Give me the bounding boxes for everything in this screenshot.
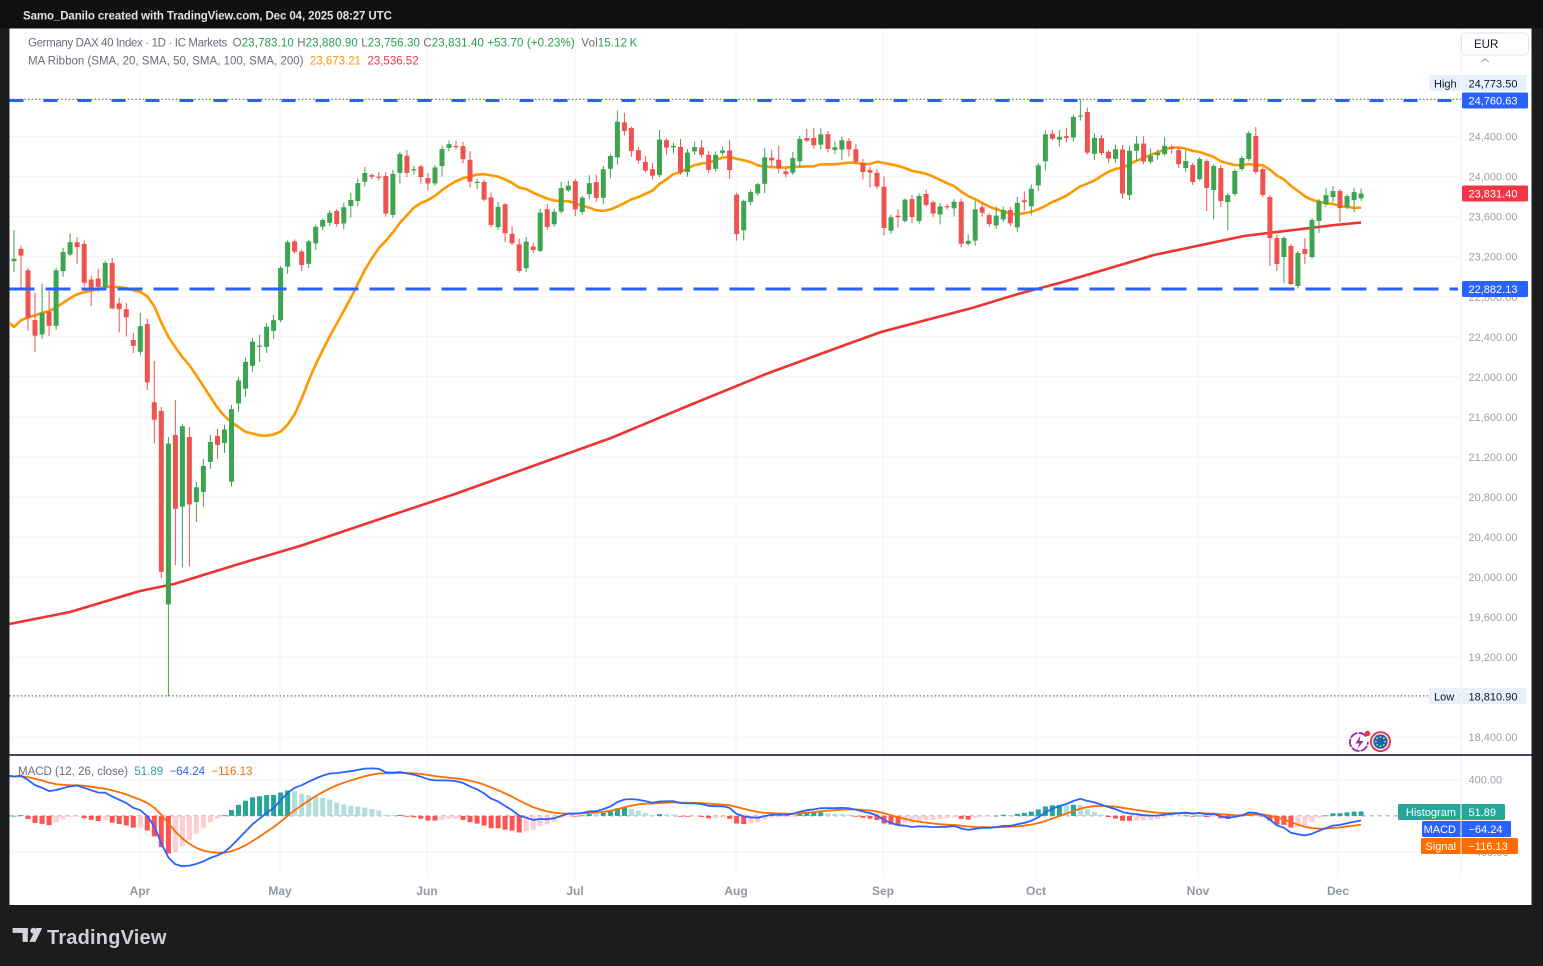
svg-text:24,000.00: 24,000.00 [1469,172,1518,184]
svg-text:Histogram: Histogram [1406,807,1456,819]
svg-text:Aug: Aug [724,884,747,898]
svg-text:23,831.40: 23,831.40 [1469,189,1518,201]
svg-text:18,810.90: 18,810.90 [1469,692,1518,704]
svg-text:Samo_Danilo created with Tradi: Samo_Danilo created with TradingView.com… [23,11,392,23]
svg-text:22,882.13: 22,882.13 [1469,284,1518,296]
svg-text:Jul: Jul [566,884,583,898]
svg-text:20,800.00: 20,800.00 [1469,492,1518,504]
svg-text:20,400.00: 20,400.00 [1469,532,1518,544]
svg-text:High: High [1434,79,1457,91]
svg-text:EUR: EUR [1474,39,1498,51]
svg-text:22,400.00: 22,400.00 [1469,332,1518,344]
svg-text:24,400.00: 24,400.00 [1469,132,1518,144]
svg-text:TradingView: TradingView [47,927,167,949]
svg-text:−64.24: −64.24 [1469,824,1503,836]
svg-text:Low: Low [1434,692,1454,704]
svg-text:MA Ribbon (SMA, 20, SMA, 50, S: MA Ribbon (SMA, 20, SMA, 50, SMA, 100, S… [28,56,419,68]
svg-text:23,600.00: 23,600.00 [1469,212,1518,224]
svg-text:22,000.00: 22,000.00 [1469,372,1518,384]
svg-text:23,200.00: 23,200.00 [1469,252,1518,264]
svg-text:Dec: Dec [1327,884,1349,898]
svg-text:Apr: Apr [130,884,151,898]
svg-text:24,773.50: 24,773.50 [1469,79,1518,91]
svg-text:21,200.00: 21,200.00 [1469,452,1518,464]
svg-text:20,000.00: 20,000.00 [1469,572,1518,584]
svg-text:Sep: Sep [872,884,894,898]
svg-text:18,400.00: 18,400.00 [1469,732,1518,744]
svg-text:19,200.00: 19,200.00 [1469,652,1518,664]
svg-text:Germany DAX 40 Index · 1D · IC: Germany DAX 40 Index · 1D · IC Markets O… [28,38,638,50]
svg-text:Oct: Oct [1026,884,1046,898]
svg-text:May: May [268,884,292,898]
svg-text:400.00: 400.00 [1469,775,1503,787]
svg-text:Nov: Nov [1187,884,1210,898]
svg-text:Signal: Signal [1425,841,1456,853]
svg-text:MACD: MACD [1424,824,1456,836]
svg-text:MACD (12, 26, close) 51.89 −: MACD (12, 26, close) 51.89 −64.24 −116.1… [18,766,252,778]
svg-text:21,600.00: 21,600.00 [1469,412,1518,424]
svg-text:Jun: Jun [416,884,437,898]
svg-text:19,600.00: 19,600.00 [1469,612,1518,624]
svg-text:24,760.63: 24,760.63 [1469,96,1518,108]
svg-text:51.89: 51.89 [1469,807,1497,819]
svg-text:−116.13: −116.13 [1469,841,1508,853]
